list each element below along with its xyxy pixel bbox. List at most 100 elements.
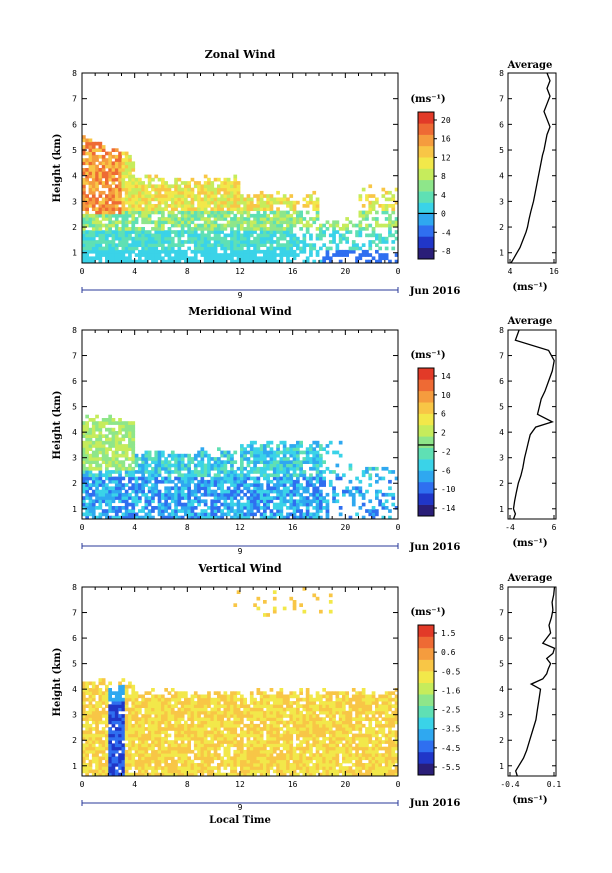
heatmap-cell	[190, 727, 195, 731]
heatmap-cell	[263, 704, 267, 708]
heatmap-cell	[256, 606, 261, 611]
heatmap-cell	[121, 684, 126, 689]
heatmap-cell	[124, 457, 129, 461]
heatmap-cell	[345, 486, 349, 491]
heatmap-cell	[128, 171, 132, 175]
heatmap-cell	[240, 473, 244, 478]
heatmap-cell	[315, 476, 320, 481]
heatmap-cell	[338, 249, 343, 254]
heatmap-cell	[269, 479, 274, 484]
heatmap-cell	[309, 249, 313, 254]
heatmap-cell	[197, 489, 201, 494]
heatmap-cell	[282, 740, 287, 744]
heatmap-cell	[249, 723, 254, 728]
heatmap-cell	[121, 733, 126, 738]
heatmap-cell	[292, 223, 297, 228]
heatmap-cell	[95, 492, 99, 497]
heatmap-cell	[98, 207, 103, 211]
heatmap-cell	[315, 463, 320, 468]
heatmap-cell	[141, 483, 145, 487]
heatmap-cell	[226, 743, 231, 748]
heatmap-cell	[91, 453, 96, 458]
heatmap-cell	[266, 694, 270, 699]
heatmap-cell	[269, 704, 274, 708]
heatmap-cell	[269, 727, 274, 731]
heatmap-cell	[243, 512, 247, 517]
heatmap-cell	[279, 720, 284, 725]
heatmap-cell	[276, 466, 280, 471]
heatmap-cell	[269, 733, 274, 738]
heatmap-cell	[134, 243, 139, 247]
heatmap-cell	[230, 769, 234, 774]
heatmap-cell	[292, 483, 297, 487]
heatmap-cell	[203, 259, 208, 264]
heatmap-cell	[236, 466, 241, 471]
heatmap-cell	[200, 460, 205, 464]
heatmap-cell	[157, 210, 162, 215]
heatmap-cell	[91, 714, 96, 718]
heatmap-cell	[88, 217, 93, 221]
heatmap-cell	[200, 223, 205, 228]
heatmap-cell	[82, 506, 86, 510]
heatmap-cell	[253, 220, 257, 225]
heatmap-cell	[200, 769, 205, 774]
heatmap-cell	[302, 197, 307, 202]
heatmap-cell	[105, 743, 109, 748]
heatmap-cell	[365, 259, 369, 264]
heatmap-cell	[249, 207, 254, 211]
heatmap-cell	[128, 736, 132, 741]
heatmap-cell	[335, 463, 340, 468]
heatmap-cell	[249, 256, 254, 261]
heatmap-cell	[200, 463, 205, 468]
heatmap-cell	[223, 736, 228, 741]
heatmap-cell	[332, 486, 336, 491]
heatmap-cell	[259, 727, 264, 731]
heatmap-cell	[131, 197, 136, 202]
heatmap-cell	[269, 194, 274, 198]
heatmap-cell	[256, 753, 261, 757]
heatmap-cell	[272, 489, 277, 494]
heatmap-cell	[263, 210, 267, 215]
heatmap-cell	[124, 181, 129, 185]
heatmap-cell	[91, 444, 96, 448]
heatmap-cell	[95, 246, 99, 251]
heatmap-cell	[114, 171, 119, 175]
heatmap-cell	[170, 479, 175, 484]
heatmap-cell	[164, 697, 168, 702]
heatmap-cell	[220, 217, 224, 221]
heatmap-cell	[128, 177, 132, 182]
heatmap-cell	[138, 463, 142, 468]
heatmap-cell	[240, 766, 244, 770]
heatmap-cell	[213, 691, 218, 695]
heatmap-cell	[157, 727, 162, 731]
heatmap-cell	[207, 769, 211, 774]
heatmap-cell	[203, 492, 208, 497]
heatmap-cell	[144, 506, 149, 510]
heatmap-cell	[114, 246, 119, 251]
heatmap-cell	[180, 181, 185, 185]
heatmap-cell	[98, 714, 103, 718]
heatmap-cell	[325, 499, 330, 504]
heatmap-cell	[131, 473, 136, 478]
heatmap-cell	[180, 746, 185, 751]
heatmap-cell	[249, 476, 254, 481]
heatmap-cell	[85, 753, 89, 757]
heatmap-cell	[220, 197, 224, 202]
heatmap-cell	[151, 470, 155, 474]
heatmap-cell	[256, 259, 261, 264]
heatmap-cell	[121, 450, 126, 455]
heatmap-cell	[230, 233, 234, 238]
heatmap-cell	[91, 421, 96, 425]
heatmap-cell	[368, 512, 373, 517]
heatmap-cell	[220, 496, 224, 500]
heatmap-cell	[95, 763, 99, 767]
heatmap-cell	[101, 489, 106, 494]
heatmap-cell	[200, 509, 205, 513]
heatmap-cell	[105, 688, 109, 692]
heatmap-cell	[282, 463, 287, 468]
heatmap-cell	[134, 457, 139, 461]
heatmap-cell	[111, 759, 116, 764]
heatmap-cell	[200, 213, 205, 218]
heatmap-cell	[233, 694, 238, 699]
heatmap-cell	[88, 749, 93, 754]
